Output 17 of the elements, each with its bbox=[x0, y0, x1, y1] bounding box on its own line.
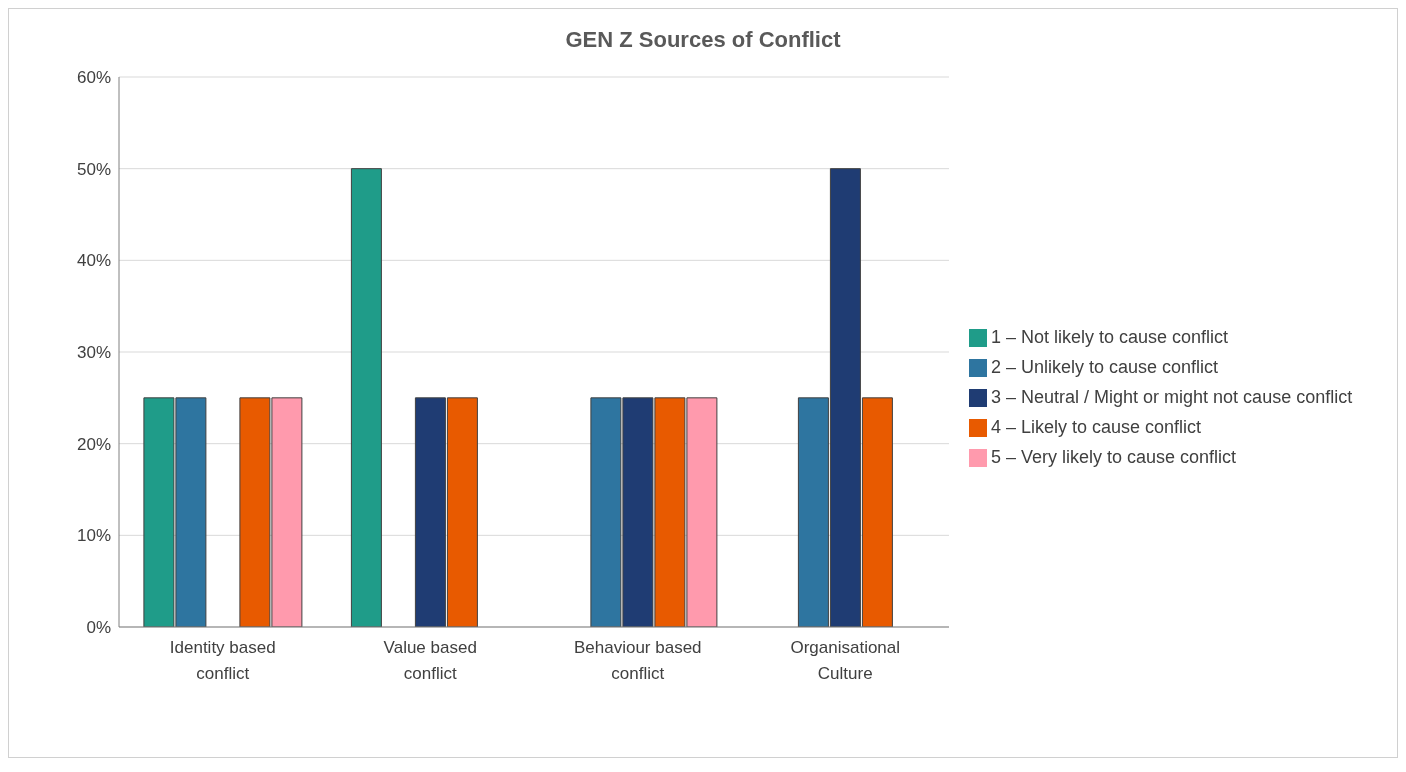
legend-label: 2 – Unlikely to cause conflict bbox=[991, 357, 1219, 377]
legend-label: 5 – Very likely to cause conflict bbox=[991, 447, 1237, 467]
x-tick-label: Behaviour based conflict bbox=[573, 638, 702, 683]
y-tick-label: 10% bbox=[76, 526, 111, 546]
y-tick-label: 20% bbox=[76, 434, 111, 454]
legend-label: 4 – Likely to cause conflict bbox=[991, 417, 1202, 437]
x-tick-label: Organisational Culture bbox=[790, 638, 901, 683]
y-tick-label: 30% bbox=[76, 343, 111, 363]
x-tick-label: Identity based conflict bbox=[169, 638, 276, 683]
y-tick-label: 60% bbox=[76, 68, 111, 88]
legend-label: 3 – Neutral / Might or might not cause conflict bbox=[991, 387, 1353, 407]
x-tick-label: Value based conflict bbox=[383, 638, 477, 683]
chart-title: GEN Z Sources of Conflict bbox=[564, 26, 842, 54]
y-tick-label: 40% bbox=[76, 251, 111, 271]
y-tick-label: 50% bbox=[76, 159, 111, 179]
y-tick-label: 0% bbox=[86, 618, 111, 638]
legend-label: 1 – Not likely to cause conflict bbox=[991, 327, 1229, 347]
